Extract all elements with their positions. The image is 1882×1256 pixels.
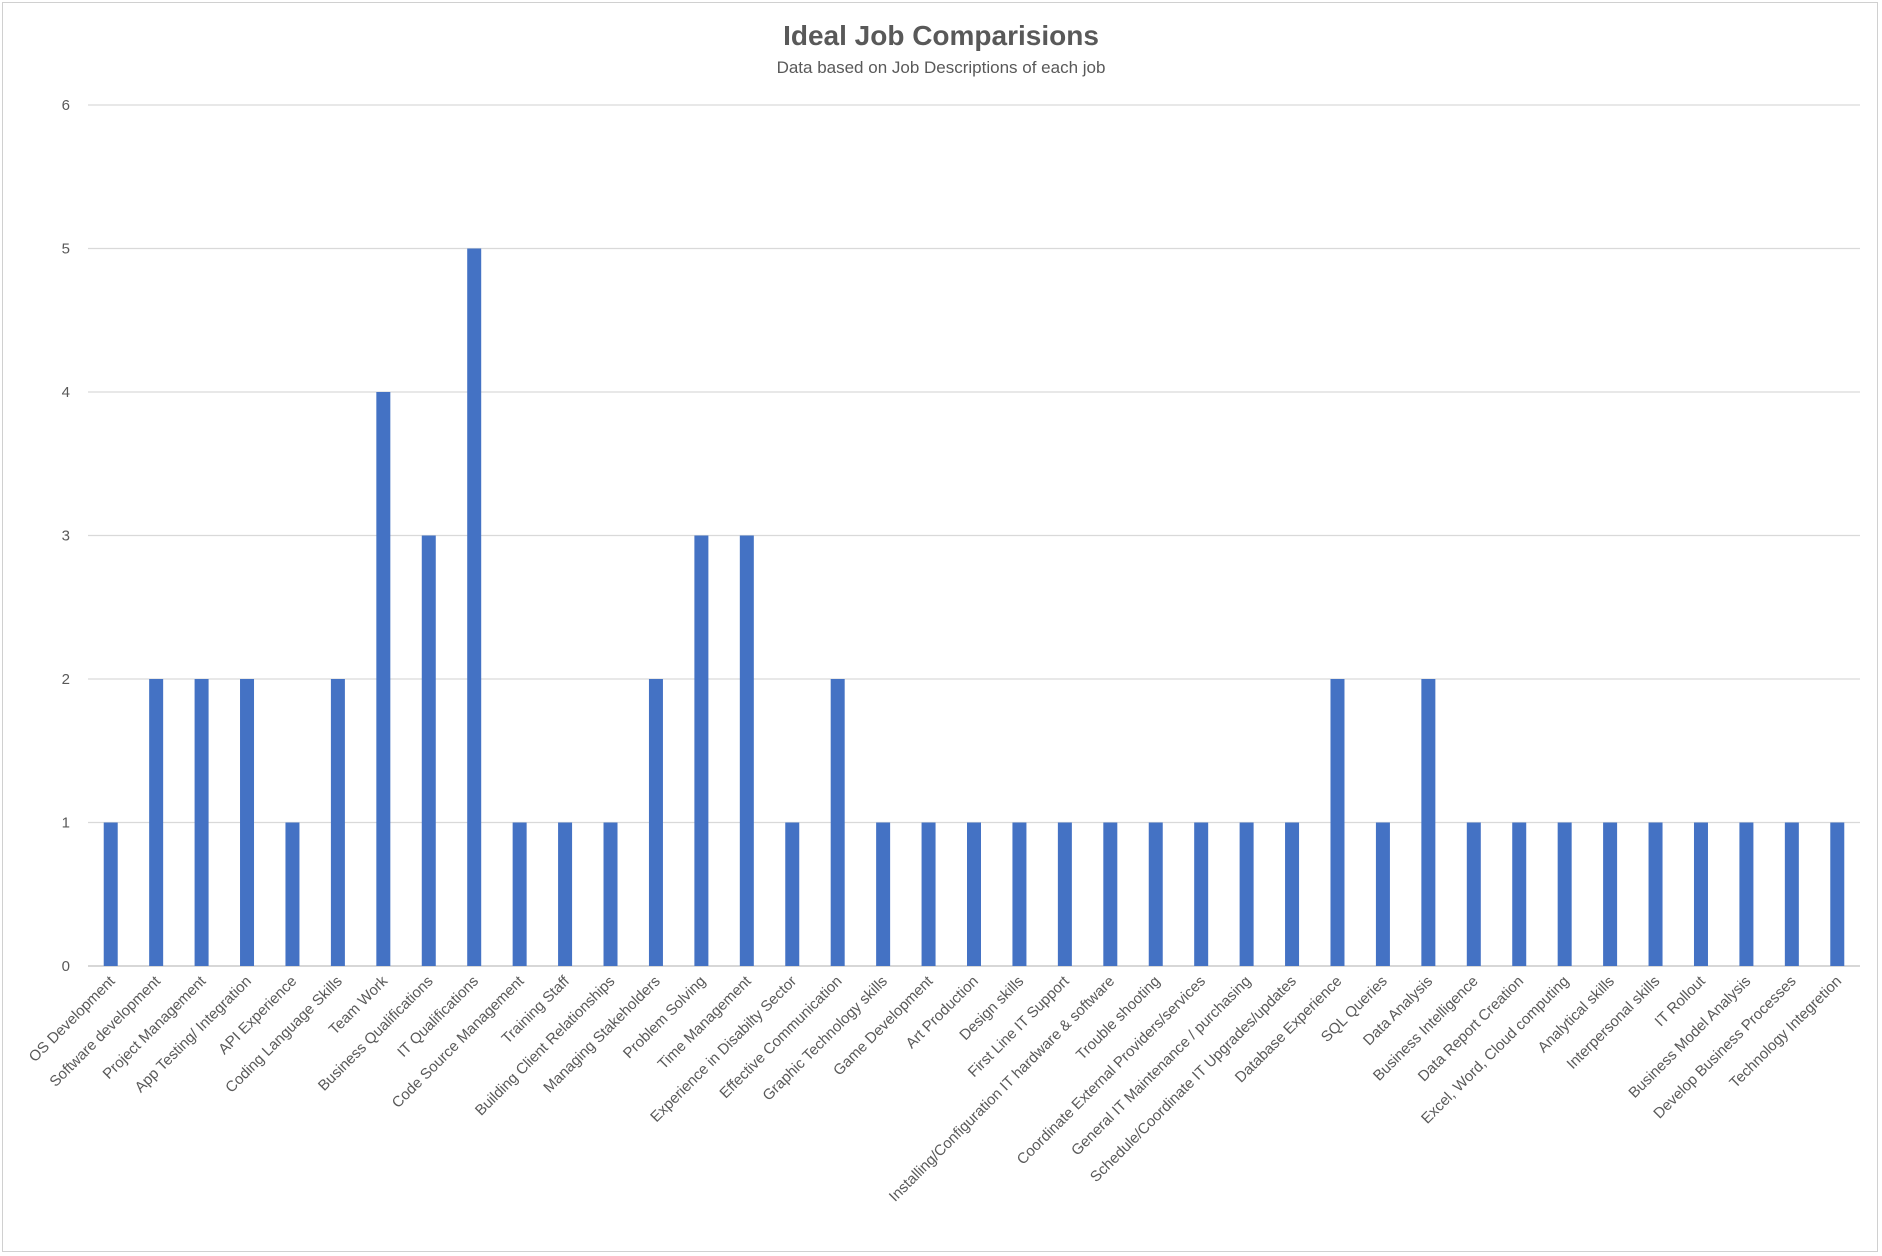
bar bbox=[1512, 822, 1527, 966]
bar bbox=[1466, 822, 1481, 966]
bar bbox=[1330, 679, 1345, 966]
bars bbox=[103, 248, 1845, 966]
x-tick-label: Problem Solving bbox=[620, 973, 709, 1062]
bar bbox=[648, 679, 663, 966]
chart-title: Ideal Job Comparisions bbox=[783, 20, 1099, 51]
x-tick-label: API Experience bbox=[215, 973, 300, 1058]
bar bbox=[1148, 822, 1163, 966]
y-tick-label: 6 bbox=[62, 97, 70, 114]
y-tick-label: 0 bbox=[62, 958, 70, 975]
bar bbox=[1285, 822, 1300, 966]
bar bbox=[1057, 822, 1072, 966]
y-tick-label: 5 bbox=[62, 241, 70, 258]
bar bbox=[512, 822, 527, 966]
bar bbox=[1103, 822, 1118, 966]
bar bbox=[1830, 822, 1845, 966]
bar bbox=[694, 535, 709, 966]
bar bbox=[1603, 822, 1618, 966]
chart-subtitle: Data based on Job Descriptions of each j… bbox=[776, 58, 1106, 77]
bar bbox=[830, 679, 845, 966]
bar bbox=[1557, 822, 1572, 966]
bar bbox=[1012, 822, 1027, 966]
bar bbox=[421, 535, 436, 966]
bar bbox=[376, 392, 391, 966]
bar bbox=[1648, 822, 1663, 966]
bar bbox=[921, 822, 936, 966]
x-tick-label: Trouble shooting bbox=[1073, 973, 1164, 1064]
bar bbox=[876, 822, 891, 966]
bar bbox=[603, 822, 618, 966]
bar bbox=[194, 679, 209, 966]
bar bbox=[103, 822, 118, 966]
bar bbox=[558, 822, 573, 966]
bar bbox=[1239, 822, 1254, 966]
x-tick-label: IT Qualifications bbox=[394, 973, 482, 1061]
bar bbox=[1784, 822, 1799, 966]
bar bbox=[467, 248, 482, 966]
bar bbox=[240, 679, 255, 966]
y-tick-label: 1 bbox=[62, 815, 70, 832]
bar bbox=[1194, 822, 1209, 966]
y-tick-label: 2 bbox=[62, 671, 70, 688]
bar bbox=[967, 822, 981, 966]
bar bbox=[149, 679, 164, 966]
bar bbox=[1739, 822, 1754, 966]
bar bbox=[285, 822, 300, 966]
bar bbox=[1421, 679, 1436, 966]
y-tick-label: 4 bbox=[62, 384, 70, 401]
bar bbox=[1693, 822, 1708, 966]
bar bbox=[330, 679, 345, 966]
bar bbox=[785, 822, 800, 966]
bar bbox=[1375, 822, 1390, 966]
y-axis-ticks: 0 1 2 3 4 5 6 bbox=[62, 97, 70, 975]
y-tick-label: 3 bbox=[62, 528, 70, 545]
bar bbox=[739, 535, 754, 966]
